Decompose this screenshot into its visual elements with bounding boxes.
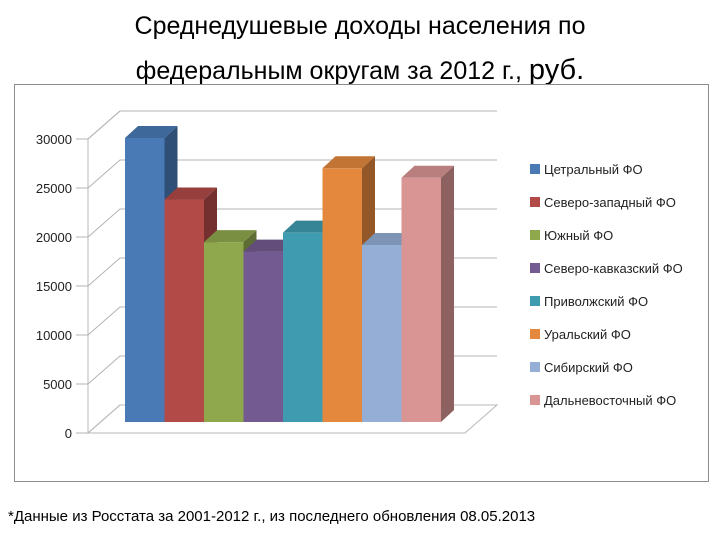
legend-swatch [530, 164, 540, 174]
legend-swatch [530, 197, 540, 207]
legend-label: Северо-кавказский ФО [544, 261, 683, 276]
bar-top [283, 220, 336, 233]
bar-top [125, 126, 178, 138]
title-unit: руб. [528, 54, 585, 86]
legend-label: Уральский ФО [544, 327, 631, 342]
chart-frame [14, 84, 709, 482]
legend-label: Приволжский ФО [544, 294, 648, 309]
chart-title: Среднедушевые доходы населения по федера… [0, 4, 720, 93]
chart-floor [86, 404, 499, 434]
legend-swatch [530, 395, 540, 405]
bar [401, 177, 441, 422]
title-line-1: Среднедушевые доходы населения по [134, 12, 586, 40]
legend-swatch [530, 329, 540, 339]
legend-swatch [530, 296, 540, 306]
bar-top [164, 187, 217, 200]
bar [322, 168, 362, 422]
bar [362, 244, 402, 422]
legend-label: Южный ФО [544, 228, 613, 243]
legend-swatch [530, 230, 540, 240]
legend-label: Цетральный ФО [544, 162, 643, 177]
y-tick-label: 0 [65, 426, 72, 441]
bar [204, 242, 244, 422]
bar-top [401, 165, 454, 178]
legend-swatch [530, 362, 540, 372]
y-tick-label: 25000 [36, 181, 72, 196]
y-tick-label: 15000 [36, 279, 72, 294]
bar-top [322, 156, 375, 169]
bar [125, 138, 165, 422]
y-tick-label: 10000 [36, 328, 72, 343]
bar [283, 232, 323, 422]
bar [164, 199, 204, 422]
title-line-2: федеральным округам за 2012 г., руб. [0, 48, 720, 93]
bar-top [362, 232, 415, 245]
footnote: *Данные из Росстата за 2001-2012 г., из … [8, 508, 536, 525]
legend-swatch [530, 263, 540, 273]
bar-side [441, 165, 454, 422]
y-tick-label: 30000 [36, 132, 72, 147]
y-tick-label: 20000 [36, 230, 72, 245]
legend-label: Северо-западный ФО [544, 195, 676, 210]
legend-label: Дальневосточный ФО [544, 393, 676, 408]
bar [243, 251, 283, 422]
bar-top [243, 239, 296, 252]
y-tick-label: 5000 [43, 377, 72, 392]
legend-label: Сибирский ФО [544, 360, 633, 375]
gridline [87, 110, 497, 140]
title-line-2-text: федеральным округам за 2012 г., [135, 57, 529, 85]
bar-top [204, 230, 257, 243]
